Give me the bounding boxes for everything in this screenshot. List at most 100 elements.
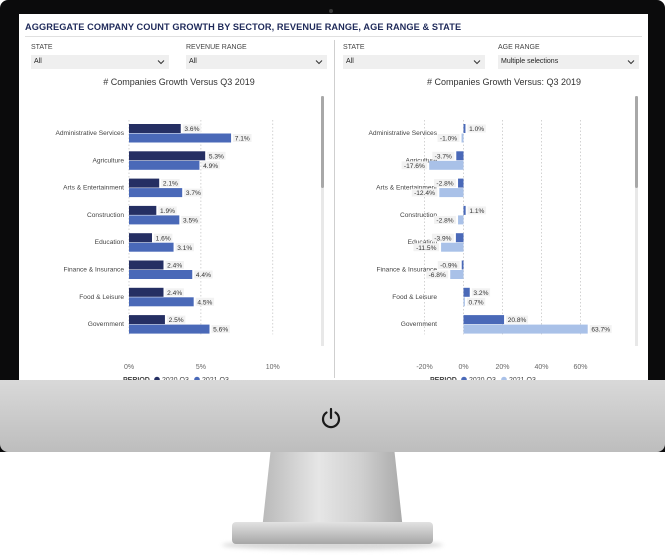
- data-label: 3.2%: [473, 290, 488, 297]
- category-label: Administrative Services: [368, 130, 437, 137]
- right-chart-title: # Companies Growth Versus: Q3 2019: [426, 77, 582, 87]
- data-label-bg: [207, 151, 226, 160]
- revenue-range-dropdown[interactable]: All: [186, 55, 327, 69]
- scrollbar-thumb[interactable]: [635, 96, 638, 188]
- bar: [455, 233, 464, 243]
- data-label: 5.3%: [209, 153, 224, 160]
- bar: [129, 205, 157, 215]
- legend-marker: [501, 376, 507, 380]
- right-chart-scrollbar[interactable]: [635, 96, 638, 346]
- slicer-label: AGE RANGE: [498, 44, 540, 51]
- bar: [129, 151, 206, 161]
- data-label-bg: [201, 161, 220, 170]
- data-label: 3.6%: [184, 126, 199, 133]
- bar: [450, 270, 464, 279]
- data-label-bg: [401, 161, 428, 170]
- page-title: AGGREGATE COMPANY COUNT GROWTH BY SECTOR…: [25, 22, 462, 32]
- data-label-bg: [165, 288, 184, 297]
- bar: [129, 178, 160, 188]
- slicer-label: STATE: [343, 44, 365, 51]
- category-label: Arts & Entertainment: [376, 185, 437, 192]
- monitor-chin: [0, 380, 665, 452]
- legend-label: 2020 Q3: [162, 377, 189, 380]
- panel-divider: [334, 40, 335, 378]
- age-range-dropdown[interactable]: Multiple selections: [498, 55, 639, 69]
- data-label-bg: [589, 325, 612, 334]
- data-label: 2.4%: [167, 263, 182, 270]
- x-tick-label: 20%: [495, 364, 509, 371]
- slicer-value: All: [34, 58, 42, 65]
- bar: [456, 151, 464, 161]
- chevron-down-icon: [315, 60, 323, 65]
- bar: [463, 124, 466, 133]
- state-slicer-right[interactable]: STATE All: [343, 44, 485, 69]
- slicer-label: STATE: [31, 44, 53, 51]
- data-label: -17.6%: [404, 163, 425, 170]
- data-label-bg: [432, 151, 455, 160]
- monitor-stand-base: [232, 522, 433, 544]
- data-label-bg: [466, 297, 486, 306]
- bar: [463, 324, 588, 334]
- revenue-range-slicer[interactable]: REVENUE RANGE All: [186, 44, 327, 69]
- legend-marker: [154, 376, 160, 380]
- data-label: 1.1%: [469, 208, 484, 215]
- data-label: -2.8%: [436, 181, 453, 188]
- data-label-bg: [437, 134, 460, 142]
- category-label: Agriculture: [405, 157, 437, 164]
- bar: [463, 315, 505, 325]
- x-tick-label: 40%: [534, 364, 548, 371]
- state-dropdown-left[interactable]: All: [31, 55, 169, 69]
- slicer-value: Multiple selections: [501, 58, 559, 65]
- data-label-bg: [471, 288, 491, 297]
- data-label-bg: [211, 325, 230, 334]
- data-label-bg: [166, 315, 186, 324]
- data-label-bg: [195, 297, 215, 306]
- category-label: Administrative Services: [55, 130, 124, 137]
- slicer-value: All: [346, 58, 354, 65]
- category-label: Education: [408, 239, 438, 246]
- scrollbar-thumb[interactable]: [321, 96, 324, 188]
- data-label: 7.1%: [235, 136, 250, 143]
- data-label-bg: [184, 188, 203, 197]
- state-slicer-left[interactable]: STATE All: [31, 44, 169, 69]
- data-label: 63.7%: [591, 327, 610, 334]
- data-label-bg: [182, 124, 202, 133]
- data-label: 2.5%: [169, 317, 184, 324]
- bar: [441, 242, 464, 252]
- category-label: Agriculture: [92, 157, 124, 164]
- chevron-down-icon: [473, 60, 481, 65]
- category-label: Food & Leisure: [79, 294, 124, 301]
- bar: [129, 188, 183, 198]
- power-icon[interactable]: [318, 405, 344, 431]
- category-label: Construction: [400, 212, 437, 219]
- x-tick-label: 5%: [196, 364, 206, 371]
- bar: [458, 178, 464, 188]
- age-range-slicer[interactable]: AGE RANGE Multiple selections: [498, 44, 639, 69]
- data-label-bg: [467, 206, 487, 215]
- data-label-bg: [158, 206, 177, 215]
- bar: [463, 287, 470, 297]
- title-divider: [25, 36, 642, 37]
- bar: [129, 133, 232, 143]
- x-tick-label: -20%: [416, 364, 432, 371]
- data-label: -11.5%: [416, 245, 437, 252]
- state-dropdown-right[interactable]: All: [343, 55, 485, 69]
- legend-title: PERIOD: [123, 377, 150, 380]
- chevron-down-icon: [157, 60, 165, 65]
- x-tick-label: 60%: [573, 364, 587, 371]
- left-chart-scrollbar[interactable]: [321, 96, 324, 346]
- data-label-bg: [434, 179, 457, 188]
- data-label: 3.7%: [186, 190, 201, 197]
- data-label-bg: [233, 134, 252, 142]
- bar: [129, 215, 180, 225]
- legend-marker: [461, 376, 467, 380]
- data-label: 1.9%: [160, 208, 175, 215]
- monitor-stand-neck: [262, 452, 403, 530]
- data-label: -2.8%: [436, 218, 453, 225]
- camera-dot: [329, 9, 333, 13]
- data-label-bg: [165, 261, 184, 269]
- data-label-bg: [413, 243, 440, 252]
- right-chart: -20% 0% 20% 40% 60% Administrative Services 1.…: [368, 120, 612, 380]
- data-label: -3.9%: [434, 235, 451, 242]
- data-label: 5.6%: [213, 327, 228, 334]
